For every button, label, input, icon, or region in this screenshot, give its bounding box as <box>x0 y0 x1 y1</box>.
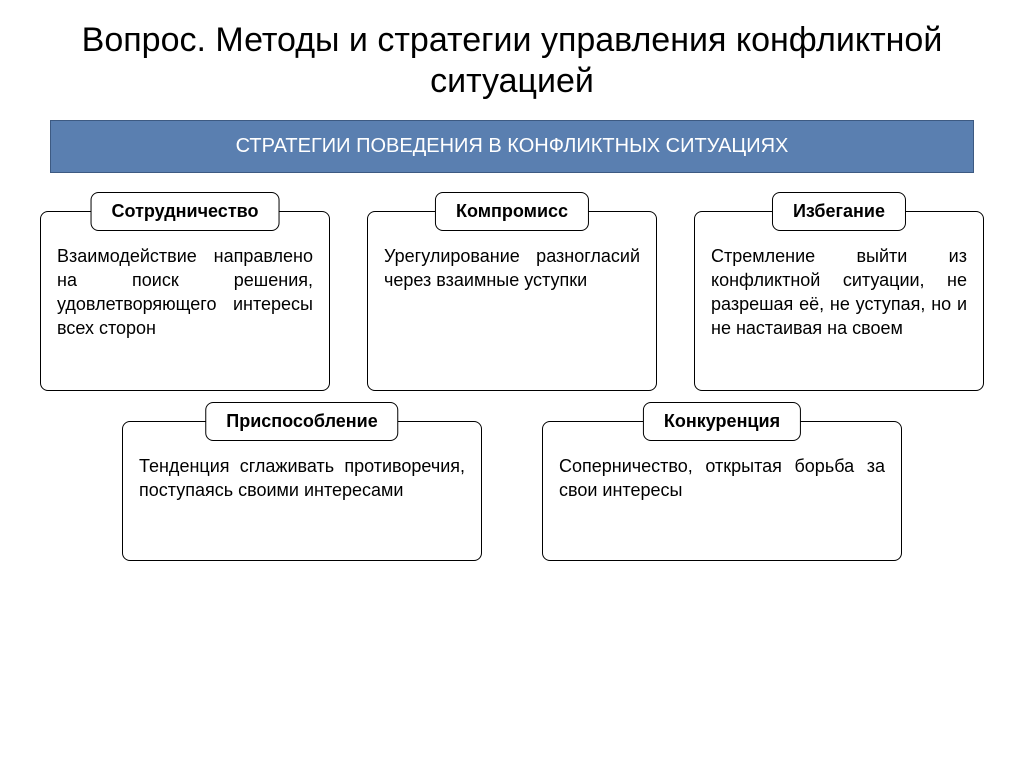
card-body: Соперничество, открытая борьба за свои и… <box>559 454 885 503</box>
card-compromise: Компромисс Урегулирование раз­ногласий ч… <box>367 211 657 391</box>
card-body: Взаимодействие направ­лено на поиск реше… <box>57 244 313 341</box>
card-cooperation: Сотрудничество Взаимодействие направ­лен… <box>40 211 330 391</box>
card-label: Сотрудничество <box>91 192 280 231</box>
card-accommodation: Приспособление Тенденция сглаживать прот… <box>122 421 482 561</box>
card-label: Конкуренция <box>643 402 801 441</box>
card-competition: Конкуренция Соперничество, открытая борь… <box>542 421 902 561</box>
card-label: Приспособление <box>205 402 398 441</box>
card-body: Урегулирование раз­ногласий через вза­им… <box>384 244 640 293</box>
cards-row-top: Сотрудничество Взаимодействие направ­лен… <box>40 211 984 391</box>
strategies-banner: СТРАТЕГИИ ПОВЕДЕНИЯ В КОНФЛИКТНЫХ СИТУАЦ… <box>50 120 974 173</box>
card-body: Стремление выйти из конфликтной ситуации… <box>711 244 967 341</box>
card-avoidance: Избегание Стремление выйти из конфликтно… <box>694 211 984 391</box>
card-label: Избегание <box>772 192 906 231</box>
card-label: Компромисс <box>435 192 589 231</box>
cards-row-bottom: Приспособление Тенденция сглаживать прот… <box>40 421 984 561</box>
page-title: Вопрос. Методы и стратегии управления ко… <box>40 20 984 102</box>
card-body: Тенденция сглаживать противо­речия, пост… <box>139 454 465 503</box>
